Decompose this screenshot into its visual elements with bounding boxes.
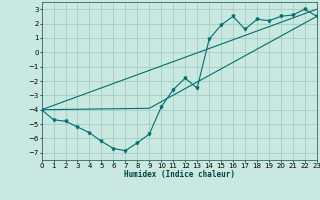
X-axis label: Humidex (Indice chaleur): Humidex (Indice chaleur) — [124, 170, 235, 179]
